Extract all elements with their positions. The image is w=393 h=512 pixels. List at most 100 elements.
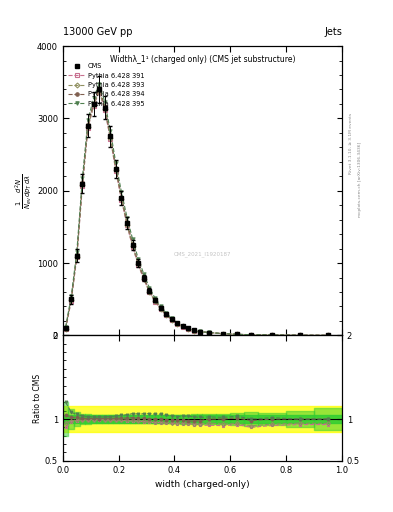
Line: Pythia 6.428 393: Pythia 6.428 393	[64, 89, 330, 337]
Pythia 6.428 391	[164, 312, 169, 318]
Pythia 6.428 394	[169, 316, 174, 323]
Pythia 6.428 393	[221, 331, 226, 337]
Pythia 6.428 391	[69, 297, 73, 304]
Pythia 6.428 395	[136, 255, 141, 262]
Pythia 6.428 391	[86, 125, 90, 131]
Pythia 6.428 393	[326, 332, 331, 338]
Pythia 6.428 394	[192, 327, 196, 333]
Pythia 6.428 391	[114, 168, 118, 174]
Pythia 6.428 395	[180, 323, 185, 329]
Pythia 6.428 393	[164, 312, 169, 318]
Line: Pythia 6.428 395: Pythia 6.428 395	[64, 82, 330, 337]
Pythia 6.428 394	[91, 99, 96, 105]
Text: Rivet 3.1.10, ≥ 3.1M events: Rivet 3.1.10, ≥ 3.1M events	[349, 113, 353, 174]
Pythia 6.428 393	[158, 306, 163, 312]
Pythia 6.428 393	[125, 222, 129, 228]
Pythia 6.428 391	[97, 89, 101, 95]
Text: Jets: Jets	[324, 27, 342, 37]
Pythia 6.428 394	[164, 311, 169, 317]
Pythia 6.428 391	[108, 136, 113, 142]
Pythia 6.428 393	[91, 102, 96, 109]
Pythia 6.428 395	[80, 175, 85, 181]
Pythia 6.428 395	[249, 332, 253, 338]
Pythia 6.428 393	[86, 124, 90, 130]
Pythia 6.428 391	[103, 106, 107, 113]
Pythia 6.428 393	[136, 261, 141, 267]
Pythia 6.428 393	[180, 324, 185, 330]
Text: Widthλ_1¹ (charged only) (CMS jet substructure): Widthλ_1¹ (charged only) (CMS jet substr…	[110, 55, 295, 64]
Pythia 6.428 393	[197, 329, 202, 335]
Pythia 6.428 394	[69, 295, 73, 302]
Pythia 6.428 391	[270, 332, 275, 338]
Pythia 6.428 393	[141, 276, 146, 282]
Pythia 6.428 394	[108, 132, 113, 138]
Bar	[63, 415, 342, 423]
Pythia 6.428 394	[249, 332, 253, 338]
Line: Pythia 6.428 394: Pythia 6.428 394	[64, 87, 330, 337]
Pythia 6.428 391	[136, 262, 141, 268]
Pythia 6.428 395	[326, 332, 331, 338]
Pythia 6.428 391	[80, 183, 85, 189]
Pythia 6.428 391	[249, 332, 253, 338]
Pythia 6.428 395	[270, 332, 275, 338]
Pythia 6.428 394	[136, 259, 141, 265]
Pythia 6.428 393	[147, 289, 152, 295]
Pythia 6.428 395	[91, 95, 96, 101]
Pythia 6.428 395	[164, 310, 169, 316]
Pythia 6.428 393	[97, 88, 101, 94]
Pythia 6.428 395	[207, 329, 212, 335]
Text: CMS_2021_I1920187: CMS_2021_I1920187	[174, 251, 231, 257]
Bar	[63, 407, 342, 432]
Pythia 6.428 391	[63, 326, 68, 332]
Pythia 6.428 391	[298, 332, 303, 338]
Pythia 6.428 393	[235, 331, 240, 337]
Pythia 6.428 393	[114, 167, 118, 174]
Pythia 6.428 394	[326, 332, 331, 338]
Pythia 6.428 394	[270, 332, 275, 338]
Pythia 6.428 395	[69, 293, 73, 300]
Pythia 6.428 394	[152, 297, 157, 303]
Pythia 6.428 395	[75, 248, 79, 254]
Pythia 6.428 394	[221, 331, 226, 337]
Pythia 6.428 394	[197, 329, 202, 335]
Pythia 6.428 391	[75, 254, 79, 261]
Pythia 6.428 395	[141, 271, 146, 277]
Text: mcplots.cern.ch [arXiv:1306.3436]: mcplots.cern.ch [arXiv:1306.3436]	[358, 142, 362, 217]
Legend: CMS, Pythia 6.428 391, Pythia 6.428 393, Pythia 6.428 394, Pythia 6.428 395: CMS, Pythia 6.428 391, Pythia 6.428 393,…	[66, 60, 147, 109]
Pythia 6.428 395	[130, 236, 135, 242]
Pythia 6.428 393	[103, 106, 107, 112]
Pythia 6.428 393	[192, 328, 196, 334]
Pythia 6.428 391	[125, 222, 129, 228]
Pythia 6.428 391	[141, 276, 146, 283]
X-axis label: width (charged-only): width (charged-only)	[155, 480, 250, 489]
Pythia 6.428 395	[125, 215, 129, 221]
Pythia 6.428 395	[86, 117, 90, 123]
Pythia 6.428 394	[180, 323, 185, 329]
Pythia 6.428 394	[186, 326, 191, 332]
Pythia 6.428 395	[114, 160, 118, 166]
Pythia 6.428 393	[119, 197, 124, 203]
Pythia 6.428 391	[152, 298, 157, 305]
Pythia 6.428 393	[175, 321, 180, 327]
Pythia 6.428 394	[175, 321, 180, 327]
Pythia 6.428 391	[197, 329, 202, 335]
Pythia 6.428 395	[221, 331, 226, 337]
Pythia 6.428 393	[186, 326, 191, 332]
Pythia 6.428 391	[175, 321, 180, 327]
Pythia 6.428 394	[130, 241, 135, 247]
Pythia 6.428 393	[108, 135, 113, 141]
Pythia 6.428 394	[141, 274, 146, 280]
Pythia 6.428 391	[207, 330, 212, 336]
Pythia 6.428 391	[221, 331, 226, 337]
Pythia 6.428 394	[103, 103, 107, 109]
Pythia 6.428 393	[298, 332, 303, 338]
Pythia 6.428 395	[235, 331, 240, 337]
Pythia 6.428 393	[63, 326, 68, 332]
Pythia 6.428 395	[108, 127, 113, 134]
Pythia 6.428 394	[63, 325, 68, 331]
Pythia 6.428 391	[147, 289, 152, 295]
Pythia 6.428 395	[192, 327, 196, 333]
Pythia 6.428 391	[130, 244, 135, 250]
Pythia 6.428 394	[207, 329, 212, 335]
Pythia 6.428 391	[235, 331, 240, 337]
